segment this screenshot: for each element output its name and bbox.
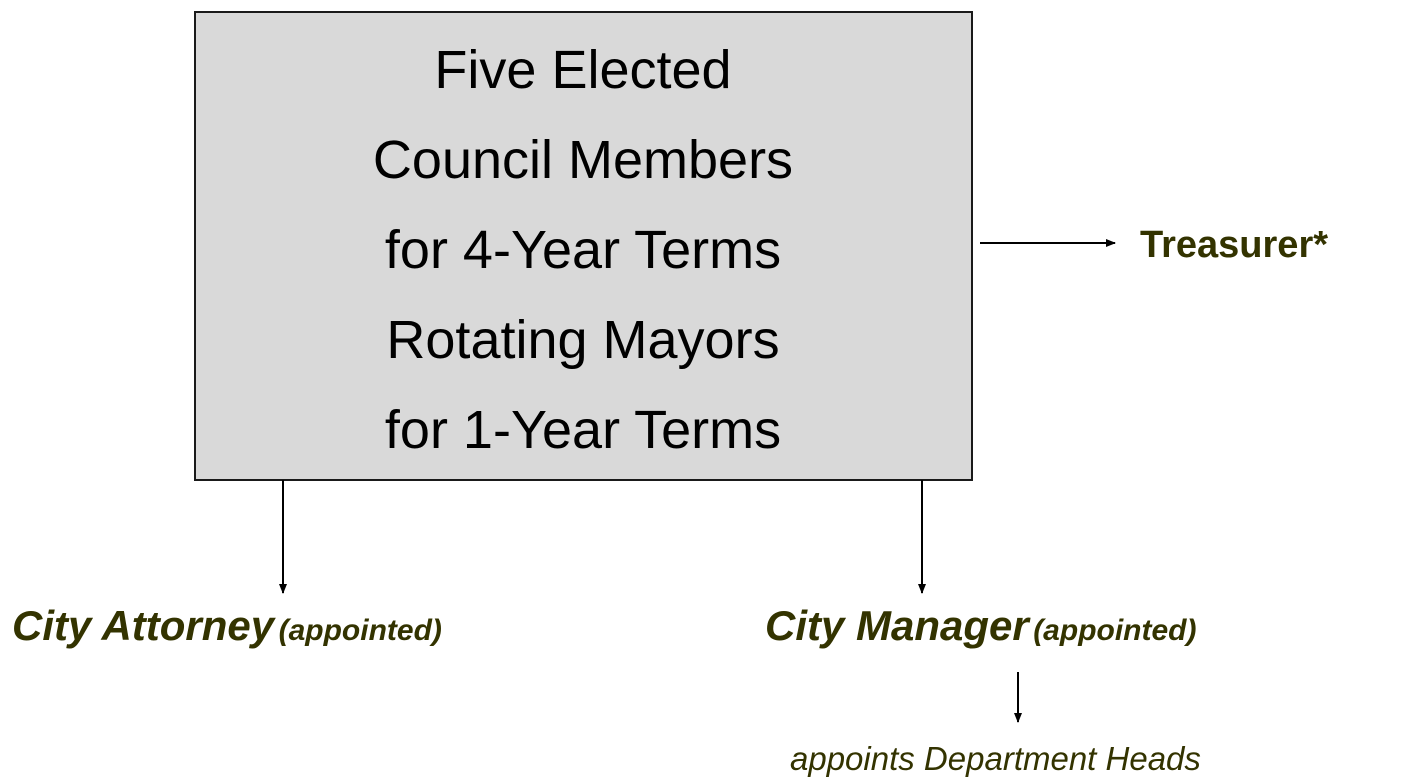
manager-label: City Manager (appointed)	[765, 602, 1197, 649]
attorney-label: City Attorney (appointed)	[12, 602, 442, 649]
council-line: for 4-Year Terms	[385, 220, 781, 280]
manager-title: City Manager	[765, 602, 1031, 649]
treasurer-label: Treasurer*	[1140, 224, 1328, 266]
council-box	[194, 11, 973, 481]
manager-note: (appointed)	[1033, 614, 1196, 647]
council-line: Council Members	[373, 130, 793, 190]
department-heads-label: appoints Department Heads	[790, 740, 1201, 777]
council-line: Rotating Mayors	[386, 310, 779, 370]
council-line: Five Elected	[434, 40, 731, 100]
attorney-title: City Attorney	[12, 602, 277, 649]
attorney-note: (appointed)	[279, 614, 442, 647]
council-line: for 1-Year Terms	[385, 400, 781, 460]
